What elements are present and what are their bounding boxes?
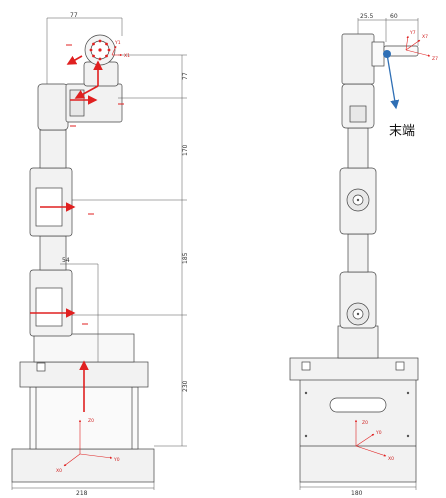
axis-arrow: [74, 85, 99, 99]
left-flange-holes: [89, 39, 111, 61]
right-wrist: [341, 33, 375, 85]
right-dim-offset-a: 25.5: [360, 13, 374, 20]
right-bolt-holes: [304, 198, 410, 438]
left-wrist: [83, 61, 119, 87]
right-axis-y7: Y7: [409, 30, 416, 36]
axis-arrow: [66, 55, 83, 65]
left-dim-base-width: 218: [76, 490, 88, 497]
right-dim-offset-b: 60: [390, 13, 398, 20]
left-joint-axes: [30, 55, 103, 412]
left-joint-4: [37, 83, 69, 131]
right-axis-z7: Z7: [432, 56, 438, 62]
left-link-upper: [39, 129, 67, 169]
left-axis-ticks: [66, 44, 124, 325]
right-axis-z0: Z0: [362, 420, 368, 426]
right-dim-base-width: 180: [351, 490, 363, 497]
end-direction-arrow: [386, 53, 400, 110]
right-view: [289, 33, 419, 483]
left-axis-y0: Y0: [113, 457, 120, 463]
left-view: [11, 34, 155, 483]
left-dim-1: 77: [182, 72, 189, 80]
left-axis-x0: X0: [56, 468, 62, 474]
left-base-plate: [11, 448, 155, 483]
left-axis-x1: X1: [124, 53, 130, 59]
left-dim-3: 185: [182, 252, 189, 264]
left-link-lower: [39, 235, 67, 271]
left-dim-4: 54: [62, 257, 70, 264]
right-axis-y0: Y0: [375, 430, 382, 436]
right-link-lower: [347, 233, 369, 273]
right-axis-x0: X0: [388, 456, 394, 462]
left-dim-2: 170: [182, 144, 189, 156]
left-dim-5: 230: [182, 380, 189, 392]
end-label: 末端: [389, 124, 415, 139]
left-dim-top-width: 77: [70, 12, 78, 19]
right-link-upper: [347, 127, 369, 169]
right-axis-x7: X7: [422, 34, 428, 40]
left-dimension-lines: [11, 17, 187, 490]
left-axis-y1: Y1: [114, 40, 121, 46]
right-base-plate: [299, 377, 417, 483]
left-axis-z0: Z0: [88, 418, 94, 424]
